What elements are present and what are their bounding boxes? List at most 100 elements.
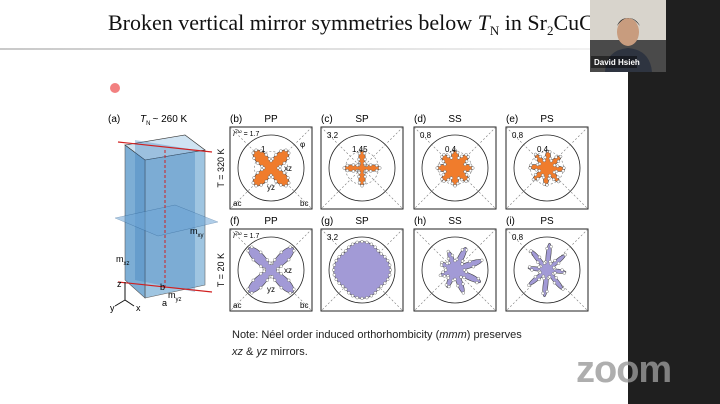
panel-label: (d) <box>414 114 426 125</box>
intensity-sup: 2ω <box>235 129 242 135</box>
data-dot <box>279 149 283 153</box>
data-dot <box>533 152 538 156</box>
data-dot <box>466 155 470 159</box>
data-dot <box>562 166 566 170</box>
face <box>617 18 639 46</box>
data-dot <box>259 183 263 187</box>
angle-label: yz <box>267 285 275 294</box>
data-dot <box>537 169 542 173</box>
data-dot <box>537 265 541 269</box>
data-dot <box>547 275 552 279</box>
data-dot <box>259 286 263 290</box>
data-dot <box>435 166 439 170</box>
data-dot <box>334 259 338 263</box>
data-dot <box>388 263 392 267</box>
panel-a: (a) TN ~ 260 K mxy mxz myz z y x b a <box>108 114 219 313</box>
data-dot <box>259 250 263 254</box>
data-dot <box>561 169 565 173</box>
data-dot <box>279 250 283 254</box>
data-dot <box>388 273 392 277</box>
polar-circle <box>328 134 396 202</box>
data-dot <box>552 163 557 167</box>
data-dot <box>445 261 449 265</box>
data-dot <box>552 281 556 285</box>
geometry-label: SP <box>355 216 369 227</box>
axis-x <box>124 299 135 307</box>
panel-label: (i) <box>506 216 515 227</box>
data-dot <box>480 258 484 262</box>
data-dot <box>538 255 542 259</box>
data-dot <box>464 248 469 252</box>
polar-circle <box>237 236 305 304</box>
data-dot <box>357 175 361 179</box>
mirror-label: myz <box>168 290 182 303</box>
mirror-plane <box>114 204 219 237</box>
data-dot <box>386 259 390 263</box>
data-dot <box>450 253 455 258</box>
data-dot <box>251 278 255 282</box>
inner-circle <box>254 151 288 185</box>
app-logo: zoom <box>576 349 671 391</box>
data-dot <box>379 284 383 288</box>
polar-circle <box>513 236 581 304</box>
data-dot <box>262 269 266 273</box>
geometry-label: PS <box>540 114 554 125</box>
data-dot <box>527 283 531 287</box>
data-dot <box>279 264 283 268</box>
data-dot <box>256 171 260 175</box>
data-dot <box>548 173 552 178</box>
data-dot <box>529 249 533 253</box>
data-dot <box>254 148 258 152</box>
data-dot <box>270 175 275 179</box>
intensity-sup: 2ω <box>235 231 242 237</box>
data-dot <box>462 268 466 272</box>
data-dot <box>456 181 460 186</box>
data-dot <box>362 151 367 155</box>
data-dot <box>554 169 558 174</box>
data-dot <box>468 169 473 173</box>
polar-circle <box>513 134 581 202</box>
data-dot <box>369 163 373 167</box>
data-dot <box>552 265 556 270</box>
data-dot <box>561 287 565 291</box>
data-dot <box>332 263 336 267</box>
data-dot <box>282 171 286 175</box>
data-dot <box>536 162 540 167</box>
axis-label: z <box>117 279 122 289</box>
data-dot <box>345 168 349 173</box>
data-dot <box>461 282 465 286</box>
data-dot <box>457 176 461 180</box>
panel-label: (g) <box>321 216 333 227</box>
data-dot <box>273 278 277 282</box>
data-dot <box>373 291 377 295</box>
data-dot <box>464 179 468 183</box>
data-dot <box>342 166 346 170</box>
data-dot <box>450 181 454 186</box>
angle-label: xz <box>284 164 292 173</box>
data-dot <box>357 157 361 161</box>
data-dot <box>332 268 336 272</box>
data-dot <box>351 169 355 173</box>
data-dot <box>287 181 291 185</box>
panel-label: (h) <box>414 216 426 227</box>
data-dot <box>279 286 283 290</box>
mirror-label: mxz <box>116 254 130 267</box>
data-dot <box>362 181 367 185</box>
video-tile[interactable]: David Hsieh <box>590 0 666 72</box>
data-dot <box>250 245 254 249</box>
data-dot <box>556 180 561 184</box>
title-rule <box>0 48 628 50</box>
data-dot <box>553 271 557 275</box>
data-dot <box>267 157 272 161</box>
data-dot <box>556 159 561 163</box>
data-dot <box>383 281 387 285</box>
data-dot <box>386 277 390 281</box>
data-dot <box>344 249 348 253</box>
data-dot <box>443 162 447 166</box>
angle-label: yz <box>267 183 275 192</box>
data-dot <box>542 182 546 186</box>
inner-scale: 0.4 <box>537 145 549 154</box>
data-dot <box>460 154 464 158</box>
data-dot <box>534 157 538 161</box>
mirror-label: mxy <box>190 226 204 239</box>
